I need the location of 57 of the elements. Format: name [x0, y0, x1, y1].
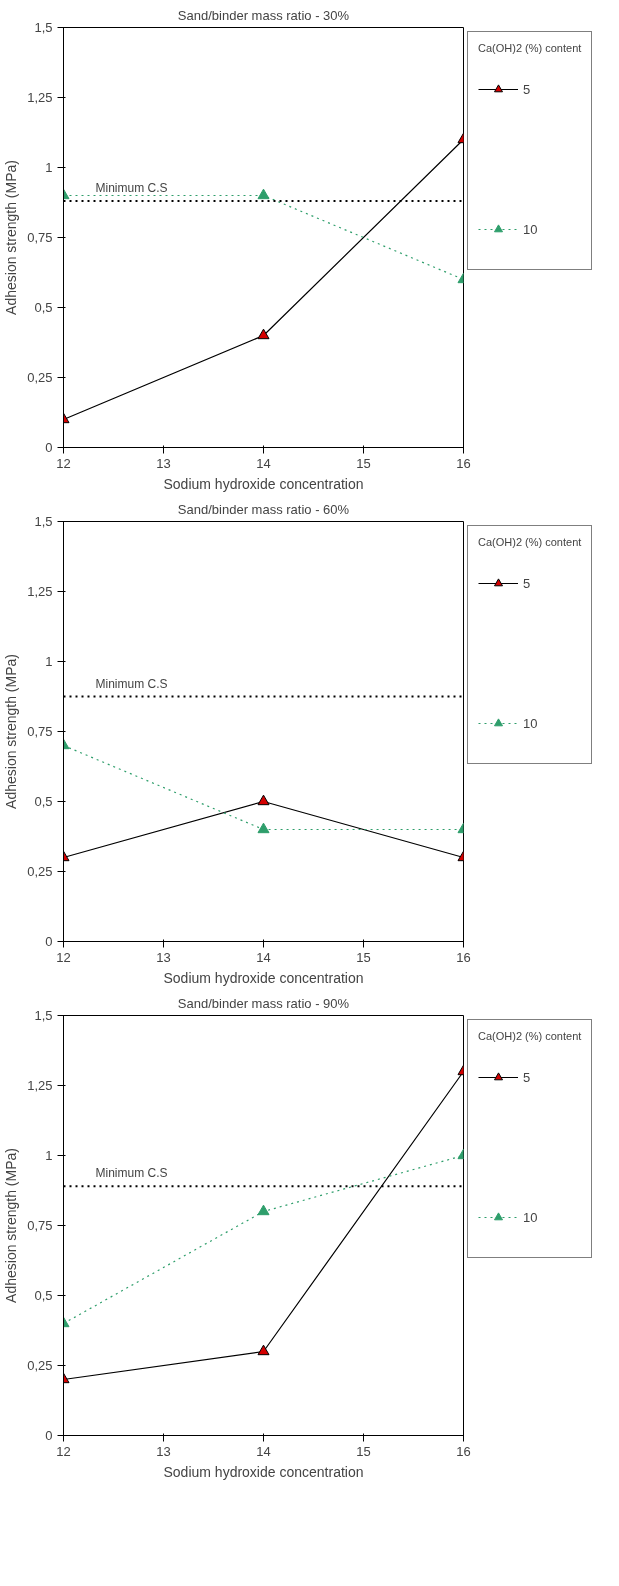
y-tick-label: 0,25	[27, 370, 53, 385]
x-tick-label: 12	[56, 455, 71, 471]
ref-line-label: Minimum C.S	[95, 676, 168, 691]
legend-label: 10	[523, 714, 539, 733]
y-tick-label: 0	[45, 1428, 53, 1443]
x-tick-label: 15	[356, 1443, 371, 1459]
x-tick-label: 16	[456, 455, 471, 471]
legend-label: 10	[523, 220, 539, 239]
legend-label: 5	[523, 80, 532, 99]
y-axis-title: Adhesion strength (MPa)	[3, 160, 20, 315]
y-tick-label: 1,25	[27, 90, 53, 105]
y-tick-label: 0,5	[34, 794, 53, 809]
chart-title: Sand/binder mass ratio - 30%	[177, 7, 350, 23]
x-axis-title: Sodium hydroxide concentration	[163, 1463, 364, 1480]
x-tick-label: 15	[356, 455, 371, 471]
chart-title: Sand/binder mass ratio - 90%	[177, 995, 350, 1011]
legend-title: Ca(OH)2 (%) content	[478, 536, 582, 548]
y-tick-label: 0,75	[27, 230, 53, 245]
legend-title: Ca(OH)2 (%) content	[478, 1030, 582, 1042]
y-tick-label: 0	[45, 440, 53, 455]
y-tick-label: 0,25	[27, 1358, 53, 1373]
legend-label: 10	[523, 1208, 539, 1227]
x-tick-label: 12	[56, 1443, 71, 1459]
legend-label: 5	[523, 574, 532, 593]
y-tick-label: 1	[45, 654, 53, 669]
legend-title: Ca(OH)2 (%) content	[478, 42, 582, 54]
x-tick-label: 16	[456, 1443, 471, 1459]
y-tick-label: 1,25	[27, 584, 53, 599]
x-tick-label: 14	[256, 949, 271, 965]
y-tick-label: 1	[45, 160, 53, 175]
x-tick-label: 16	[456, 949, 471, 965]
y-tick-label: 0,5	[34, 1288, 53, 1303]
y-axis-title: Adhesion strength (MPa)	[3, 1148, 20, 1303]
chart-title: Sand/binder mass ratio - 60%	[177, 501, 350, 517]
y-tick-label: 0,25	[27, 864, 53, 879]
y-tick-label: 0,75	[27, 724, 53, 739]
x-tick-label: 13	[156, 949, 171, 965]
y-tick-label: 1	[45, 1148, 53, 1163]
x-tick-label: 13	[156, 455, 171, 471]
ref-line-label: Minimum C.S	[95, 181, 168, 196]
y-axis-title: Adhesion strength (MPa)	[3, 654, 20, 809]
x-axis-title: Sodium hydroxide concentration	[163, 475, 364, 492]
y-tick-label: 1,5	[34, 1008, 53, 1023]
ref-line-label: Minimum C.S	[95, 1166, 168, 1181]
y-tick-label: 1,5	[34, 20, 53, 35]
y-tick-label: 0,5	[34, 300, 53, 315]
x-tick-label: 12	[56, 949, 71, 965]
y-tick-label: 1,5	[34, 514, 53, 529]
x-tick-label: 13	[156, 1443, 171, 1459]
y-tick-label: 0	[45, 934, 53, 949]
legend-label: 5	[523, 1068, 532, 1087]
y-tick-label: 1,25	[27, 1078, 53, 1093]
x-tick-label: 14	[256, 455, 271, 471]
x-tick-label: 15	[356, 949, 371, 965]
x-axis-title: Sodium hydroxide concentration	[163, 969, 364, 986]
x-tick-label: 14	[256, 1443, 271, 1459]
y-tick-label: 0,75	[27, 1218, 53, 1233]
